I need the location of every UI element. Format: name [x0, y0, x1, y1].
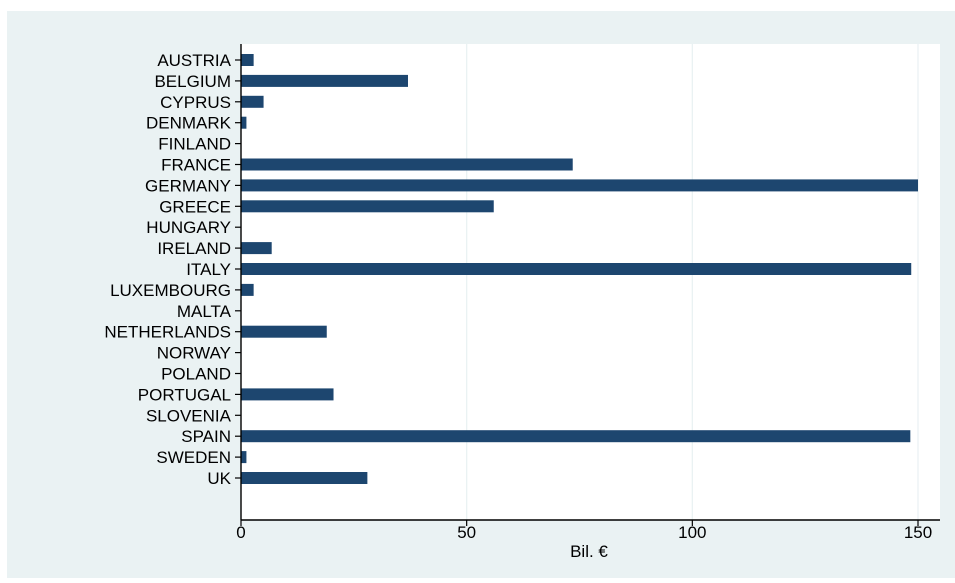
- bar-france: [241, 158, 573, 171]
- category-label-sweden: SWEDEN: [156, 448, 231, 467]
- x-tick-label-150: 150: [904, 523, 932, 542]
- plot-area: [241, 44, 940, 520]
- x-tick-label-0: 0: [236, 523, 245, 542]
- bar-sweden: [241, 451, 247, 464]
- category-label-ireland: IRELAND: [157, 239, 231, 258]
- category-label-hungary: HUNGARY: [146, 218, 231, 237]
- bar-luxembourg: [241, 283, 254, 296]
- bar-germany: [241, 179, 918, 192]
- category-label-cyprus: CYPRUS: [160, 93, 231, 112]
- bar-cyprus: [241, 95, 264, 108]
- bar-greece: [241, 200, 494, 213]
- category-label-portugal: PORTUGAL: [138, 385, 231, 404]
- category-label-austria: AUSTRIA: [157, 51, 231, 70]
- bar-netherlands: [241, 325, 327, 338]
- bar-spain: [241, 430, 911, 443]
- category-label-belgium: BELGIUM: [154, 72, 231, 91]
- category-label-finland: FINLAND: [158, 135, 231, 154]
- bar-uk: [241, 472, 368, 484]
- bar-ireland: [241, 242, 272, 255]
- bar-italy: [241, 263, 912, 275]
- category-label-poland: POLAND: [161, 365, 231, 384]
- category-label-slovenia: SLOVENIA: [146, 406, 232, 425]
- category-label-norway: NORWAY: [157, 344, 231, 363]
- x-axis-title: Bil. €: [570, 542, 608, 561]
- category-label-denmark: DENMARK: [146, 114, 232, 133]
- bar-chart: AUSTRIA BELGIUM CYPRUS DENMARK FINLAND FRANCE…: [104, 44, 940, 561]
- bars: [241, 54, 918, 484]
- bar-portugal: [241, 388, 334, 401]
- category-label-greece: GREECE: [159, 197, 231, 216]
- x-tick-label-100: 100: [678, 523, 706, 542]
- bar-denmark: [241, 116, 247, 129]
- category-label-uk: UK: [207, 469, 231, 488]
- category-label-netherlands: NETHERLANDS: [104, 323, 231, 342]
- x-ticks: 0 50 100 150: [236, 520, 932, 542]
- bar-belgium: [241, 74, 408, 87]
- category-label-malta: MALTA: [177, 302, 232, 321]
- category-label-spain: SPAIN: [181, 427, 231, 446]
- chart-frame: AUSTRIA BELGIUM CYPRUS DENMARK FINLAND FRANCE…: [7, 11, 955, 578]
- bar-austria: [241, 54, 254, 66]
- category-label-germany: GERMANY: [145, 176, 231, 195]
- category-label-france: FRANCE: [161, 156, 231, 175]
- x-tick-label-50: 50: [457, 523, 476, 542]
- category-label-luxembourg: LUXEMBOURG: [110, 281, 231, 300]
- category-label-italy: ITALY: [186, 260, 231, 279]
- category-labels: AUSTRIA BELGIUM CYPRUS DENMARK FINLAND FRANCE…: [104, 51, 241, 488]
